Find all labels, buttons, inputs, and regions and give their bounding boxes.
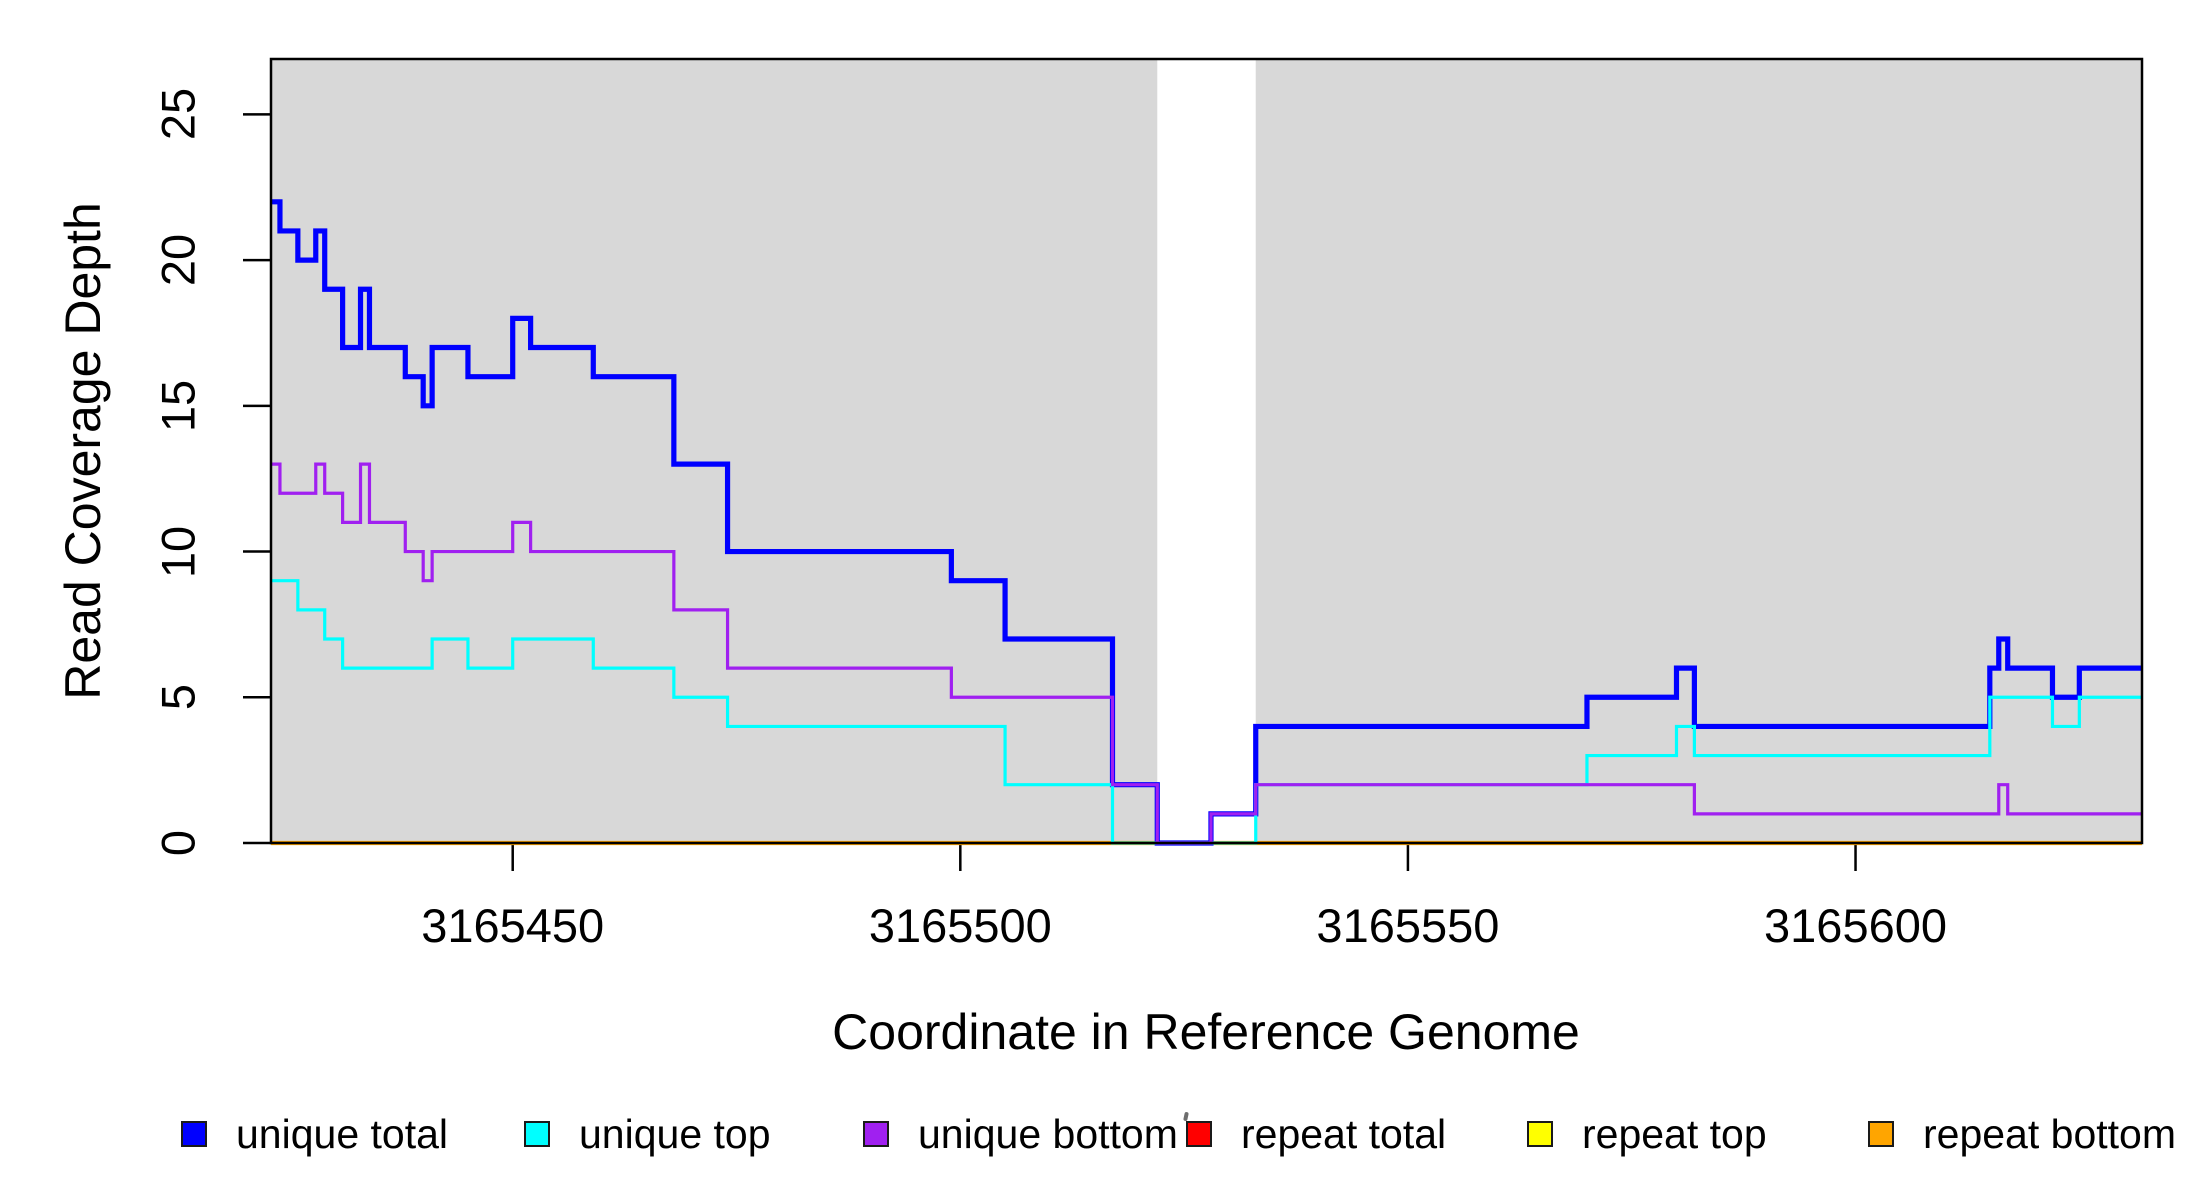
y-tick-label: 10 (151, 525, 205, 578)
y-tick-label: 0 (151, 829, 205, 857)
legend-label: repeat total (1241, 1111, 1447, 1157)
y-tick-label: 15 (151, 379, 205, 432)
legend-swatch-repeat-total (1186, 1121, 1212, 1147)
legend-label: repeat bottom (1923, 1111, 2176, 1157)
y-tick-label: 25 (151, 88, 205, 141)
legend-item-unique-top: unique top (524, 1112, 771, 1156)
legend-item-repeat-bottom: repeat bottom (1868, 1112, 2176, 1156)
legend-swatch-repeat-bottom (1868, 1121, 1894, 1147)
axis-ticks (243, 113, 1857, 871)
x-tick-label: 3165550 (1316, 899, 1500, 952)
legend-label: unique total (236, 1111, 449, 1157)
legend-swatch-unique-total (181, 1121, 207, 1147)
legend-label: unique top (579, 1111, 771, 1157)
legend-item-repeat-total: repeat total (1186, 1112, 1446, 1156)
series-line-unique-top (271, 579, 2142, 845)
legend-item-unique-bottom: unique bottom (863, 1112, 1178, 1156)
legend-label: repeat top (1582, 1111, 1767, 1157)
x-tick-label: 3165500 (868, 899, 1052, 952)
plot-border-box (269, 57, 2144, 845)
series-line-unique-total (271, 199, 2142, 846)
legend-item-unique-total: unique total (181, 1112, 448, 1156)
legend-label: unique bottom (918, 1111, 1178, 1157)
y-tick-label: 5 (151, 684, 205, 711)
legend-item-repeat-top: repeat top (1527, 1112, 1767, 1156)
uncovered-gap-band (1157, 59, 1256, 843)
x-tick-label: 3165450 (421, 899, 605, 952)
y-tick-label: 20 (151, 233, 205, 287)
series-line-unique-bottom (271, 462, 2142, 845)
y-axis-title: Read Coverage Depth (55, 202, 111, 700)
legend-swatch-unique-bottom (863, 1121, 889, 1147)
x-axis-title: Coordinate in Reference Genome (832, 1004, 1580, 1060)
legend-swatch-repeat-top (1527, 1121, 1553, 1147)
x-tick-label: 3165600 (1764, 899, 1948, 952)
legend-swatch-unique-top (524, 1121, 550, 1147)
